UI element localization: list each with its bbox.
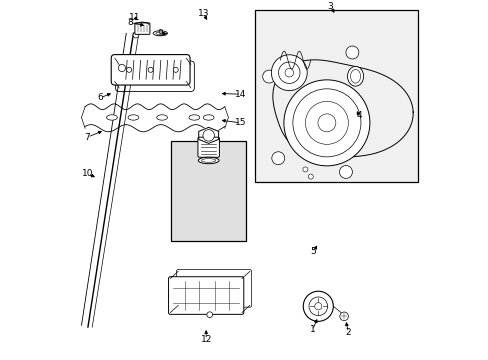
Circle shape: [302, 167, 307, 172]
Circle shape: [148, 67, 153, 72]
FancyBboxPatch shape: [198, 137, 219, 157]
Circle shape: [317, 114, 335, 132]
Circle shape: [278, 62, 300, 84]
Circle shape: [305, 102, 347, 144]
Ellipse shape: [203, 115, 214, 120]
Bar: [171, 141, 246, 241]
FancyBboxPatch shape: [111, 55, 190, 85]
Polygon shape: [198, 127, 218, 143]
Circle shape: [203, 130, 214, 141]
Ellipse shape: [128, 115, 139, 120]
Text: 10: 10: [82, 169, 94, 178]
FancyBboxPatch shape: [168, 277, 244, 314]
Ellipse shape: [106, 115, 117, 120]
Circle shape: [339, 166, 352, 179]
Text: 2: 2: [345, 328, 350, 337]
Ellipse shape: [347, 67, 363, 86]
Text: 12: 12: [200, 335, 211, 344]
Circle shape: [271, 55, 306, 91]
Circle shape: [285, 68, 293, 77]
Circle shape: [126, 67, 131, 72]
Ellipse shape: [156, 32, 164, 35]
Text: 7: 7: [84, 133, 90, 142]
Circle shape: [292, 89, 360, 157]
Circle shape: [271, 152, 284, 165]
Circle shape: [118, 64, 125, 72]
Circle shape: [314, 303, 321, 310]
Text: 8: 8: [127, 18, 133, 27]
Text: 1: 1: [309, 325, 315, 334]
Bar: [255, 10, 417, 182]
Circle shape: [206, 312, 212, 318]
Text: 14: 14: [235, 90, 246, 99]
FancyBboxPatch shape: [176, 270, 251, 307]
Text: 11: 11: [128, 13, 140, 22]
Circle shape: [173, 67, 178, 72]
Circle shape: [284, 80, 369, 166]
Text: 6: 6: [98, 93, 103, 102]
Ellipse shape: [201, 159, 215, 162]
Text: 9: 9: [157, 30, 163, 39]
Text: 15: 15: [235, 118, 246, 127]
FancyBboxPatch shape: [115, 61, 194, 91]
Circle shape: [345, 46, 358, 59]
Text: 4: 4: [356, 111, 361, 120]
Circle shape: [262, 70, 275, 83]
Text: 3: 3: [327, 2, 333, 11]
Circle shape: [303, 291, 333, 321]
Circle shape: [133, 32, 139, 38]
Circle shape: [339, 312, 347, 321]
FancyBboxPatch shape: [135, 23, 150, 34]
Circle shape: [307, 174, 313, 179]
Text: 5: 5: [310, 247, 316, 256]
Text: 13: 13: [197, 9, 209, 18]
Ellipse shape: [350, 69, 360, 83]
Ellipse shape: [153, 31, 167, 36]
Ellipse shape: [198, 157, 219, 164]
Ellipse shape: [156, 115, 167, 120]
Ellipse shape: [188, 115, 199, 120]
Circle shape: [308, 297, 327, 316]
